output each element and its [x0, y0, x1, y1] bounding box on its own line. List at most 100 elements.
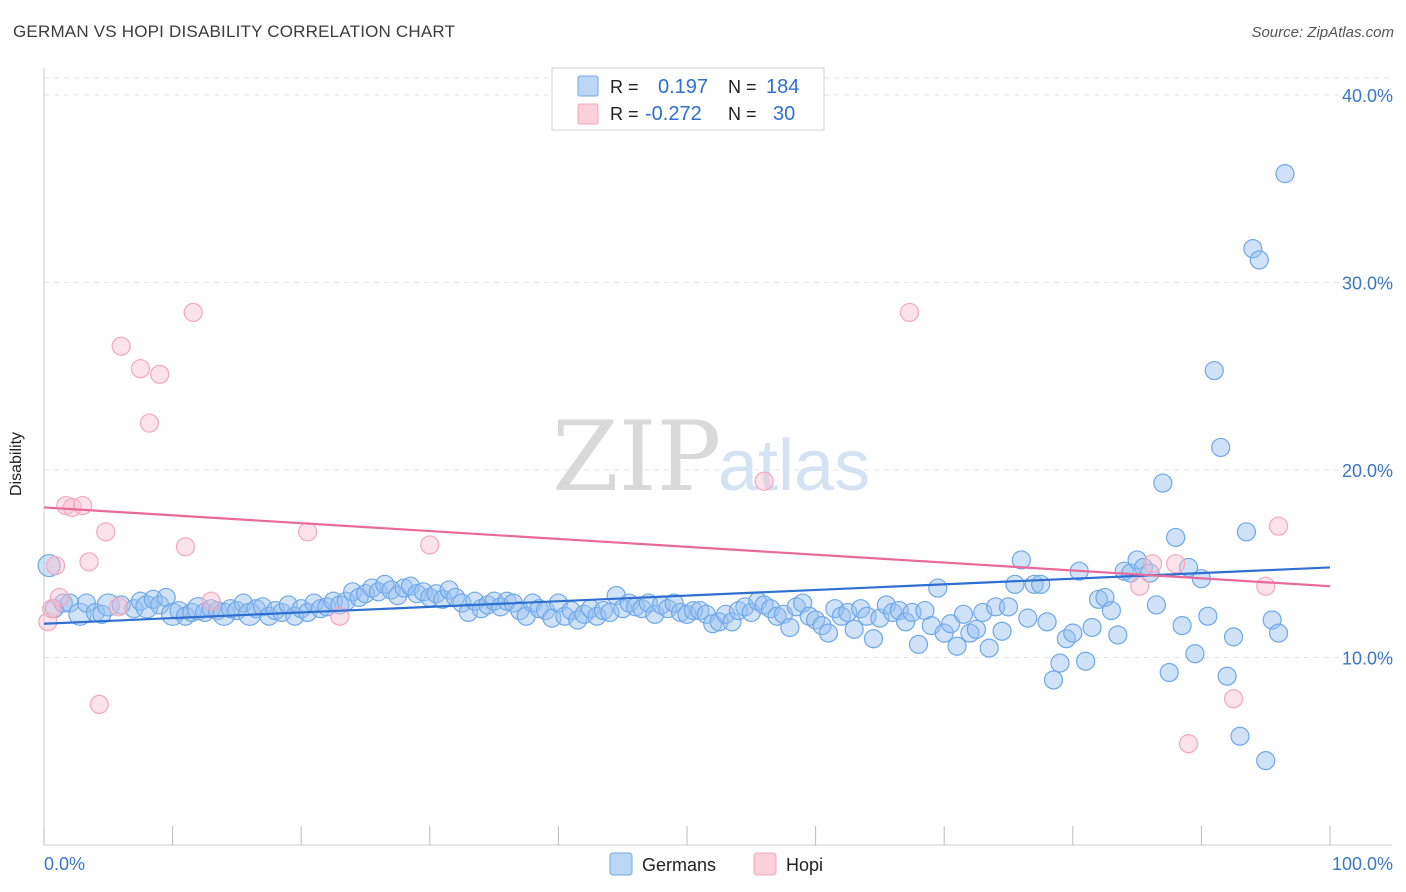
germans-point	[683, 600, 704, 621]
germans-point	[1249, 250, 1269, 270]
germans-point	[1011, 550, 1031, 570]
hopi-point	[201, 591, 221, 611]
germans-point	[1076, 651, 1096, 671]
y-tick-label-1: 20.0%	[1342, 461, 1393, 481]
chart-title: GERMAN VS HOPI DISABILITY CORRELATION CH…	[13, 22, 456, 41]
germans-point	[979, 638, 999, 658]
germans-point	[150, 595, 170, 615]
x-tick-label-0: 0.0%	[44, 854, 85, 874]
germans-point	[1108, 625, 1128, 645]
germans-point	[934, 623, 954, 643]
germans-point	[439, 580, 459, 600]
germans-point	[947, 636, 967, 656]
germans-point	[68, 602, 92, 626]
legend-germans-swatch	[609, 852, 633, 876]
hopi-n-label: N =	[728, 104, 757, 124]
germans-point	[966, 619, 986, 639]
germans-point	[1185, 644, 1205, 664]
germans-point	[664, 593, 684, 613]
germans-point	[1037, 612, 1057, 632]
germans-point	[715, 604, 736, 624]
germans-point	[1243, 239, 1263, 259]
hopi-point	[1130, 576, 1150, 596]
hopi-point	[108, 597, 129, 617]
hopi-points	[38, 302, 1289, 754]
hopi-point	[72, 495, 93, 516]
hopi-trend-line	[43, 506, 1331, 588]
germans-point	[1230, 726, 1250, 746]
germans-point	[1153, 473, 1173, 493]
germans-point	[458, 602, 478, 623]
germans-point	[1018, 608, 1038, 628]
germans-n-value: 184	[766, 76, 799, 98]
germans-point	[388, 585, 408, 606]
x-tick-label-1: 100.0%	[1332, 854, 1393, 874]
germans-point	[851, 599, 871, 619]
germans-point	[896, 612, 916, 632]
hopi-point	[79, 552, 99, 572]
watermark-atlas: atlas	[718, 426, 870, 506]
hopi-point	[298, 522, 318, 542]
germans-r-label: R =	[610, 77, 639, 97]
legend-germans-label: Germans	[642, 855, 716, 875]
hopi-swatch	[577, 103, 599, 125]
germans-point	[1146, 595, 1166, 615]
germans-point	[1275, 164, 1295, 184]
germans-point	[600, 602, 620, 623]
hopi-point	[42, 599, 62, 619]
hopi-point	[1142, 554, 1163, 574]
germans-trend-line	[43, 566, 1331, 625]
hopi-point	[150, 364, 170, 384]
x-tick-labels: 0.0% 100.0%	[44, 854, 1393, 874]
germans-point	[1031, 574, 1051, 594]
hopi-point	[130, 359, 151, 379]
germans-point	[780, 617, 800, 638]
legend-hopi-swatch	[753, 852, 777, 876]
series-legend: Germans Hopi	[609, 852, 823, 876]
germans-point	[1268, 623, 1289, 643]
hopi-point	[1223, 689, 1244, 709]
germans-point	[1043, 670, 1064, 690]
hopi-point	[111, 336, 131, 356]
y-tick-label-3: 40.0%	[1342, 86, 1393, 106]
watermark: ZIP atlas	[552, 401, 870, 513]
hopi-r-value: -0.272	[645, 103, 702, 125]
germans-point	[863, 629, 884, 649]
germans-point	[1204, 360, 1224, 381]
germans-point	[818, 623, 839, 643]
germans-point	[812, 615, 832, 636]
germans-point	[1127, 550, 1147, 570]
hopi-point	[49, 587, 70, 608]
germans-point	[1223, 627, 1244, 647]
germans-point	[722, 612, 742, 632]
hopi-point	[96, 522, 116, 542]
germans-point	[1198, 606, 1218, 626]
hopi-point	[899, 302, 920, 323]
germans-point	[992, 621, 1012, 641]
germans-points	[37, 164, 1295, 771]
germans-r-value: 0.197	[658, 76, 708, 98]
germans-point	[908, 634, 929, 654]
germans-point	[1063, 623, 1083, 643]
germans-point	[844, 619, 864, 639]
legend-hopi-label: Hopi	[786, 855, 823, 875]
germans-point	[1005, 574, 1025, 594]
stats-legend: R = 0.197 N = 184 R = -0.272 N = 30	[551, 67, 825, 131]
y-tick-label-2: 30.0%	[1342, 273, 1393, 293]
germans-point	[1050, 653, 1070, 673]
germans-point	[1166, 527, 1186, 548]
germans-point	[1101, 600, 1121, 621]
source-label: Source: ZipAtlas.com	[1251, 24, 1394, 41]
watermark-zip: ZIP	[552, 401, 721, 513]
hopi-point	[45, 555, 66, 576]
germans-point	[1211, 437, 1231, 458]
germans-point	[941, 614, 961, 634]
germans-point	[1236, 522, 1257, 542]
germans-swatch	[577, 75, 599, 97]
germans-point	[37, 553, 61, 578]
hopi-r-label: R =	[610, 104, 639, 124]
germans-point	[825, 599, 845, 619]
hopi-point	[175, 537, 196, 557]
germans-point	[928, 578, 948, 598]
